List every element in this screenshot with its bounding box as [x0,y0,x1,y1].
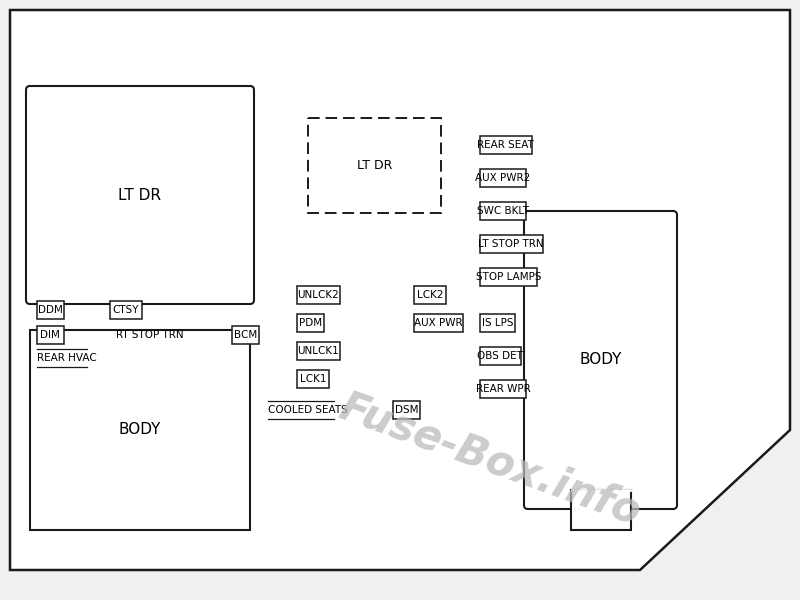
Text: DDM: DDM [38,305,62,315]
FancyBboxPatch shape [524,211,677,509]
Text: LT DR: LT DR [118,187,162,202]
Bar [37,326,63,344]
Bar [480,314,515,332]
Text: PDM: PDM [298,318,322,328]
Text: COOLED SEATS: COOLED SEATS [268,405,348,415]
Text: AUX PWR2: AUX PWR2 [475,173,530,183]
Bar [297,370,329,388]
Bar [308,118,441,213]
Text: BODY: BODY [579,352,622,367]
Text: REAR WPR: REAR WPR [476,384,530,394]
Text: REAR SEAT: REAR SEAT [478,140,534,150]
Bar [480,202,526,220]
Text: LT DR: LT DR [357,159,392,172]
Text: IS LPS: IS LPS [482,318,514,328]
Text: LCK1: LCK1 [300,374,326,384]
Bar [110,301,142,319]
Text: LCK2: LCK2 [417,290,443,300]
Text: DSM: DSM [394,405,418,415]
Bar [480,268,537,286]
FancyBboxPatch shape [26,86,254,304]
Bar [37,301,63,319]
Text: STOP LAMPS: STOP LAMPS [476,272,542,282]
Bar [297,342,340,360]
Polygon shape [10,10,790,570]
Bar [480,347,521,365]
Text: SWC BKLT: SWC BKLT [477,206,529,216]
Bar [297,286,340,304]
Bar [480,235,542,253]
Text: OBS DET: OBS DET [478,351,523,361]
Text: UNLCK2: UNLCK2 [298,290,339,300]
Text: REAR HVAC: REAR HVAC [37,353,97,363]
Text: CTSY: CTSY [113,305,139,315]
Bar [393,401,419,419]
Bar [232,326,258,344]
Text: Fuse-Box.info: Fuse-Box.info [334,386,646,534]
Bar [30,330,250,530]
Text: BODY: BODY [119,422,161,437]
Bar [414,314,462,332]
Text: UNLCK1: UNLCK1 [298,346,339,356]
Text: LT STOP TRN: LT STOP TRN [478,239,544,249]
Bar [480,136,531,154]
Text: AUX PWR: AUX PWR [414,318,462,328]
Text: DIM: DIM [40,330,60,340]
Text: RT STOP TRN: RT STOP TRN [116,330,184,340]
Text: BCM: BCM [234,330,257,340]
Bar [480,169,526,187]
Bar [571,490,631,530]
Bar [414,286,446,304]
Bar [297,314,323,332]
Bar [480,380,526,398]
